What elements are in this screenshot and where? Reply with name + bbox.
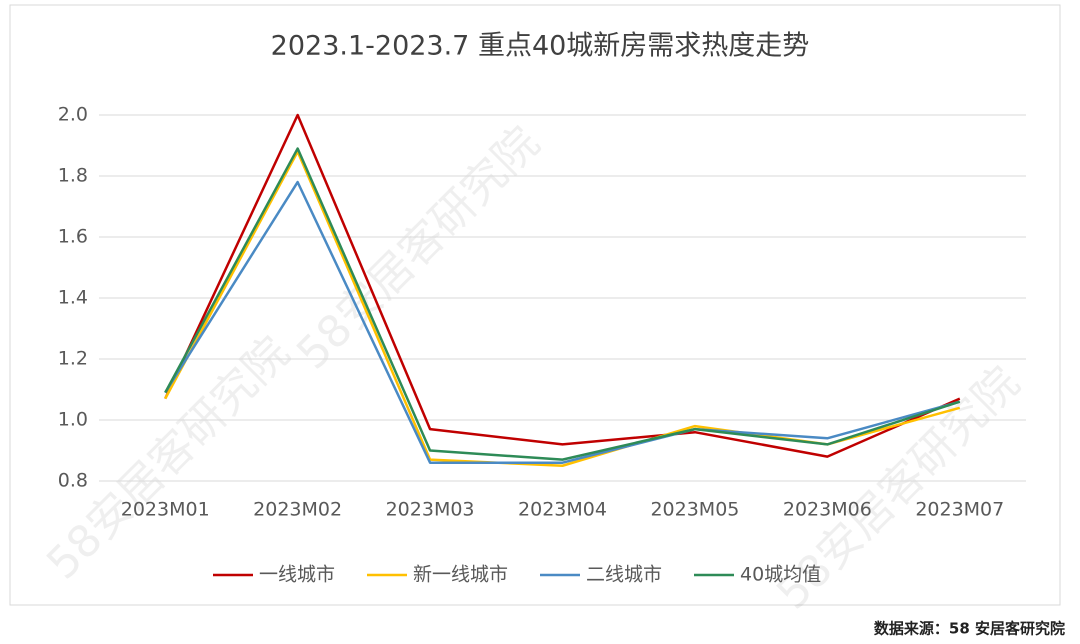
y-tick-label: 1.4 — [58, 287, 88, 309]
series-line — [164, 113, 961, 458]
series-line — [164, 147, 961, 461]
x-tick-label: 2023M05 — [650, 499, 739, 521]
y-tick-label: 1.2 — [58, 348, 88, 370]
legend-label: 二线城市 — [586, 564, 662, 586]
x-tick-label: 2023M02 — [253, 499, 342, 521]
y-tick-label: 1.0 — [58, 409, 88, 431]
x-tick-label: 2023M03 — [386, 499, 475, 521]
legend-label: 新一线城市 — [413, 564, 508, 586]
x-tick-label: 2023M07 — [915, 499, 1004, 521]
x-tick-label: 2023M06 — [783, 499, 872, 521]
series-line — [164, 180, 961, 464]
y-tick-label: 1.8 — [58, 165, 88, 187]
chart-title: 2023.1-2023.7 重点40城新房需求热度走势 — [271, 31, 810, 62]
legend-label: 40城均值 — [740, 564, 821, 586]
y-tick-label: 2.0 — [58, 104, 88, 126]
chart-frame — [9, 4, 1061, 606]
y-tick-label: 0.8 — [58, 470, 88, 492]
legend-label: 一线城市 — [259, 564, 335, 586]
x-tick-label: 2023M01 — [121, 499, 210, 521]
y-tick-label: 1.6 — [58, 226, 88, 248]
source-note: 数据来源：58 安居客研究院 — [874, 620, 1065, 638]
x-tick-label: 2023M04 — [518, 499, 607, 521]
